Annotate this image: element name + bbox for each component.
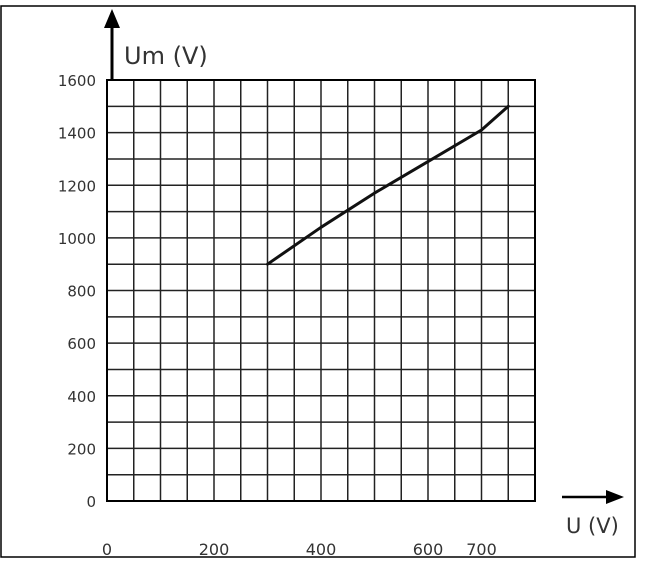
y-tick-label: 0: [86, 493, 96, 511]
y-tick-label: 200: [67, 440, 96, 458]
y-tick-label: 1000: [58, 230, 96, 248]
x-tick-label: 0: [102, 540, 112, 558]
y-tick-label: 600: [67, 335, 96, 353]
page-border: [0, 5, 636, 558]
y-axis-arrow-head: [104, 9, 120, 28]
plot-frame: [106, 79, 536, 502]
y-tick-label: 1400: [58, 125, 96, 143]
y-tick-label: 1600: [58, 72, 96, 90]
series-line: [266, 104, 510, 266]
y-tick-label: 400: [67, 388, 96, 406]
y-axis-label: Um (V): [124, 42, 208, 70]
x-axis-label: U (V): [566, 514, 619, 538]
x-axis-arrow-head: [606, 490, 624, 504]
x-tick-label: 600: [413, 540, 444, 558]
grid: [106, 79, 536, 502]
x-axis-ticks: 0 200 400 600 700: [102, 540, 497, 559]
y-tick-label: 800: [67, 283, 96, 301]
y-axis-ticks: 0 200 400 600 800 1000 1200 1400 1600: [58, 72, 96, 511]
x-tick-label: 400: [306, 540, 337, 558]
y-tick-label: 1200: [58, 177, 96, 195]
x-tick-label: 200: [199, 540, 230, 558]
x-tick-label: 700: [466, 540, 497, 558]
